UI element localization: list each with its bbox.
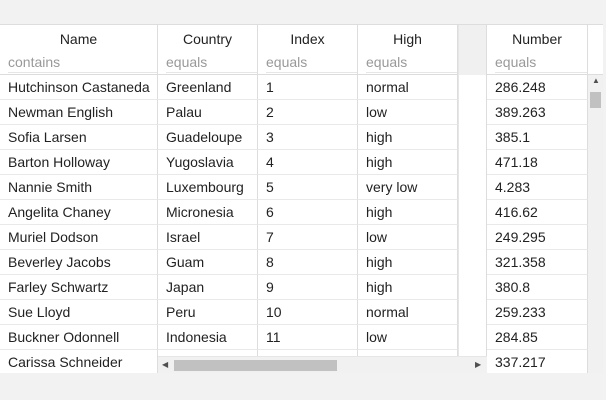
- cell-country[interactable]: Indonesia: [158, 325, 258, 350]
- cell-name[interactable]: Newman English: [0, 100, 158, 125]
- header-row: Name Country Index High Number: [0, 25, 603, 50]
- cell-high[interactable]: high: [358, 250, 458, 275]
- filter-country-placeholder: equals: [166, 50, 257, 73]
- cell-high[interactable]: low: [358, 325, 458, 350]
- column-header-country[interactable]: Country: [158, 25, 258, 50]
- cell-high[interactable]: low: [358, 100, 458, 125]
- cell-name[interactable]: Hutchinson Castaneda: [0, 75, 158, 100]
- cell-country[interactable]: Japan: [158, 275, 258, 300]
- filter-name-placeholder: contains: [8, 50, 157, 73]
- cell-number[interactable]: 249.295: [487, 225, 588, 250]
- table-row[interactable]: Sue Lloyd Peru 10 normal 259.233: [0, 300, 603, 325]
- data-grid: Name Country Index High Number contains …: [0, 24, 603, 373]
- cell-number[interactable]: 286.248: [487, 75, 588, 100]
- cell-name[interactable]: Nannie Smith: [0, 175, 158, 200]
- cell-number[interactable]: 471.18: [487, 150, 588, 175]
- cell-name[interactable]: Sofia Larsen: [0, 125, 158, 150]
- cell-number[interactable]: 389.263: [487, 100, 588, 125]
- cell-index[interactable]: 2: [258, 100, 358, 125]
- cell-name[interactable]: Muriel Dodson: [0, 225, 158, 250]
- table-row[interactable]: Barton Holloway Yugoslavia 4 high 471.18: [0, 150, 603, 175]
- cell-name[interactable]: Beverley Jacobs: [0, 250, 158, 275]
- table-row[interactable]: Muriel Dodson Israel 7 low 249.295: [0, 225, 603, 250]
- cell-index[interactable]: 4: [258, 150, 358, 175]
- cell-name[interactable]: Buckner Odonnell: [0, 325, 158, 350]
- filter-high-placeholder: equals: [366, 50, 457, 73]
- filter-name-input[interactable]: contains: [0, 50, 158, 74]
- cell-country[interactable]: Palau: [158, 100, 258, 125]
- table-row[interactable]: Hutchinson Castaneda Greenland 1 normal 286.…: [0, 75, 603, 100]
- horizontal-scrollbar[interactable]: ◀ ▶: [158, 356, 487, 373]
- cell-high[interactable]: high: [358, 200, 458, 225]
- cell-index[interactable]: 5: [258, 175, 358, 200]
- scroll-left-icon[interactable]: ◀: [162, 360, 169, 369]
- cell-country[interactable]: Guadeloupe: [158, 125, 258, 150]
- column-header-name[interactable]: Name: [0, 25, 158, 50]
- table-row[interactable]: Newman English Palau 2 low 389.263: [0, 100, 603, 125]
- cell-name[interactable]: Farley Schwartz: [0, 275, 158, 300]
- scroll-right-icon[interactable]: ▶: [475, 360, 482, 369]
- vertical-scroll-thumb[interactable]: [590, 92, 601, 108]
- cell-name[interactable]: Barton Holloway: [0, 150, 158, 175]
- cell-index[interactable]: 9: [258, 275, 358, 300]
- cell-country[interactable]: Micronesia: [158, 200, 258, 225]
- cell-index[interactable]: 7: [258, 225, 358, 250]
- filter-high-input[interactable]: equals: [358, 50, 458, 74]
- table-row[interactable]: Buckner Odonnell Indonesia 11 low 284.85: [0, 325, 603, 350]
- cell-country[interactable]: Luxembourg: [158, 175, 258, 200]
- cell-high[interactable]: very low: [358, 175, 458, 200]
- table-row[interactable]: Sofia Larsen Guadeloupe 3 high 385.1: [0, 125, 603, 150]
- cell-high[interactable]: high: [358, 125, 458, 150]
- filter-row: contains equals equals equals equals: [0, 50, 603, 75]
- cell-index[interactable]: 6: [258, 200, 358, 225]
- column-header-number[interactable]: Number: [487, 25, 588, 50]
- column-header-index[interactable]: Index: [258, 25, 358, 50]
- cell-country[interactable]: Israel: [158, 225, 258, 250]
- filter-index-placeholder: equals: [266, 50, 357, 73]
- cell-index[interactable]: 3: [258, 125, 358, 150]
- cell-number[interactable]: 259.233: [487, 300, 588, 325]
- cell-high[interactable]: low: [358, 225, 458, 250]
- column-header-high[interactable]: High: [358, 25, 458, 50]
- scroll-gap-body: [458, 75, 487, 373]
- filter-number-placeholder: equals: [495, 50, 587, 73]
- cell-high[interactable]: high: [358, 275, 458, 300]
- cell-country[interactable]: Greenland: [158, 75, 258, 100]
- cell-number[interactable]: 416.62: [487, 200, 588, 225]
- vertical-scrollbar[interactable]: ▲ ▼: [588, 75, 603, 373]
- filter-country-input[interactable]: equals: [158, 50, 258, 74]
- cell-number[interactable]: 4.283: [487, 175, 588, 200]
- cell-high[interactable]: normal: [358, 75, 458, 100]
- scroll-up-icon[interactable]: ▲: [592, 76, 600, 85]
- table-row[interactable]: Angelita Chaney Micronesia 6 high 416.62: [0, 200, 603, 225]
- filter-index-input[interactable]: equals: [258, 50, 358, 74]
- cell-high[interactable]: normal: [358, 300, 458, 325]
- cell-index[interactable]: 10: [258, 300, 358, 325]
- cell-number[interactable]: 284.85: [487, 325, 588, 350]
- table-row[interactable]: Nannie Smith Luxembourg 5 very low 4.283: [0, 175, 603, 200]
- cell-country[interactable]: Guam: [158, 250, 258, 275]
- cell-number[interactable]: 321.358: [487, 250, 588, 275]
- grid-body: Hutchinson Castaneda Greenland 1 normal 286.…: [0, 75, 603, 373]
- cell-index[interactable]: 8: [258, 250, 358, 275]
- table-row[interactable]: Beverley Jacobs Guam 8 high 321.358: [0, 250, 603, 275]
- cell-high[interactable]: high: [358, 150, 458, 175]
- cell-name[interactable]: Carissa Schneider: [0, 350, 158, 373]
- cell-name[interactable]: Sue Lloyd: [0, 300, 158, 325]
- cell-number[interactable]: 385.1: [487, 125, 588, 150]
- table-row[interactable]: Farley Schwartz Japan 9 high 380.8: [0, 275, 603, 300]
- cell-number[interactable]: 337.217: [487, 350, 588, 373]
- cell-country[interactable]: Peru: [158, 300, 258, 325]
- cell-country[interactable]: Yugoslavia: [158, 150, 258, 175]
- cell-index[interactable]: 11: [258, 325, 358, 350]
- cell-name[interactable]: Angelita Chaney: [0, 200, 158, 225]
- horizontal-scroll-thumb[interactable]: [174, 360, 337, 371]
- cell-number[interactable]: 380.8: [487, 275, 588, 300]
- filter-number-input[interactable]: equals: [487, 50, 588, 74]
- cell-index[interactable]: 1: [258, 75, 358, 100]
- scrollbar-corner: [588, 356, 603, 373]
